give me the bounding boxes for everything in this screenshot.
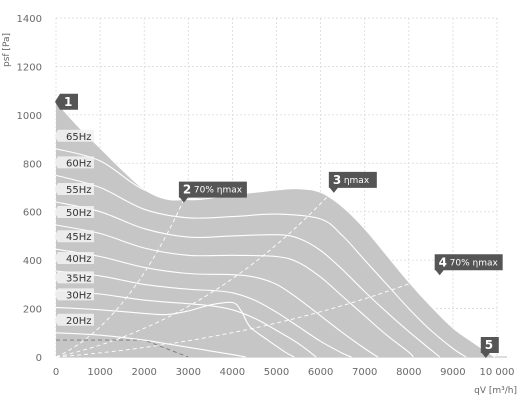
- y-tick-label: 1400: [17, 14, 42, 25]
- marker-number: 3: [333, 173, 341, 187]
- frequency-curves: [55, 148, 496, 358]
- marker-shape: [480, 337, 499, 358]
- efficiency-line: [56, 339, 189, 358]
- marker-number: 4: [439, 255, 447, 269]
- marker-4: 4 70% ηmax: [434, 254, 503, 276]
- efficiency-line: [55, 271, 440, 358]
- y-tick-label: 1200: [17, 62, 42, 73]
- y-tick-label: 600: [23, 208, 42, 219]
- operating-envelope: [56, 102, 495, 357]
- x-tick-label: 2000: [131, 367, 156, 378]
- series-label-text: 55Hz: [66, 185, 92, 196]
- series-line-55Hz: [55, 201, 441, 358]
- series-line-65Hz: [55, 148, 496, 358]
- operating-area: [56, 102, 495, 357]
- x-tick-label: 5000: [264, 367, 289, 378]
- series-label-60Hz: 60Hz: [54, 156, 94, 169]
- y-tick-label: 800: [23, 159, 42, 170]
- series-label-text: 65Hz: [66, 132, 92, 143]
- y-tick-label: 400: [23, 256, 42, 267]
- series-label-20Hz: 20Hz: [54, 313, 94, 327]
- marker-3: 3 ηmax: [328, 171, 377, 193]
- series-label-65Hz: 65Hz: [54, 129, 94, 143]
- series-line-35Hz: [55, 289, 317, 358]
- series-label-text: 20Hz: [66, 316, 92, 327]
- series-label-35Hz: 35Hz: [54, 271, 94, 284]
- marker-number: 2: [183, 183, 191, 197]
- x-axis-title: qV [m³/h]: [474, 386, 517, 396]
- marker-label: 70% ηmax: [450, 258, 499, 268]
- efficiency-line: [55, 199, 185, 358]
- marker-shape: [434, 254, 503, 276]
- series-line-45Hz: [55, 248, 379, 358]
- marker-shape: [328, 171, 377, 193]
- x-tick-label: 6000: [308, 367, 333, 378]
- x-tick-label: 4000: [220, 367, 245, 378]
- marker-number: 5: [485, 338, 493, 352]
- series-label-55Hz: 55Hz: [54, 183, 94, 196]
- x-tick-label: 0: [53, 367, 59, 378]
- series-line-50Hz: [55, 224, 414, 358]
- marker-shape: [178, 181, 247, 203]
- series-label-50Hz: 50Hz: [54, 206, 94, 219]
- series-label-text: 40Hz: [66, 254, 92, 265]
- efficiency-line: [55, 189, 335, 358]
- y-axis-title: psf [Pa]: [2, 33, 12, 67]
- series-label-text: 50Hz: [66, 208, 92, 219]
- axes: psf [Pa] qV [m³/h]: [2, 33, 517, 396]
- x-tick-label: 7000: [352, 367, 377, 378]
- x-tick-label: 1000: [87, 367, 112, 378]
- series-line-40Hz: [55, 270, 352, 358]
- x-tick-label: 10 000: [480, 367, 515, 378]
- series-line-30Hz: [55, 301, 295, 358]
- efficiency-lines: [55, 189, 440, 358]
- y-tick-label: 1000: [17, 111, 42, 122]
- series-line-60Hz: [55, 174, 467, 358]
- x-tick-label: 3000: [176, 367, 201, 378]
- marker-5: 5: [480, 337, 499, 358]
- marker-1: 1: [55, 93, 78, 110]
- marker-shape: [55, 93, 78, 110]
- series-label-30Hz: 30Hz: [54, 288, 94, 301]
- series-label-text: 30Hz: [66, 290, 92, 301]
- series-label-text: 60Hz: [66, 158, 92, 169]
- marker-2: 2 70% ηmax: [178, 181, 247, 203]
- y-tick-label: 200: [23, 305, 42, 316]
- series-label-text: 45Hz: [66, 232, 92, 243]
- x-tick-label: 9000: [440, 367, 465, 378]
- y-tick-label: 0: [36, 353, 42, 364]
- frequency-labels: 65Hz 60Hz 55Hz 50Hz 45Hz 40Hz 35Hz 30Hz 20Hz: [54, 129, 94, 327]
- series-label-40Hz: 40Hz: [54, 252, 94, 265]
- series-line-20Hz: [55, 332, 246, 358]
- marker-label: 70% ηmax: [194, 186, 243, 196]
- marker-number: 1: [64, 95, 72, 109]
- x-tick-label: 8000: [396, 367, 421, 378]
- series-label-45Hz: 45Hz: [54, 230, 94, 243]
- marker-label: ηmax: [344, 176, 370, 186]
- series-label-text: 35Hz: [66, 273, 92, 284]
